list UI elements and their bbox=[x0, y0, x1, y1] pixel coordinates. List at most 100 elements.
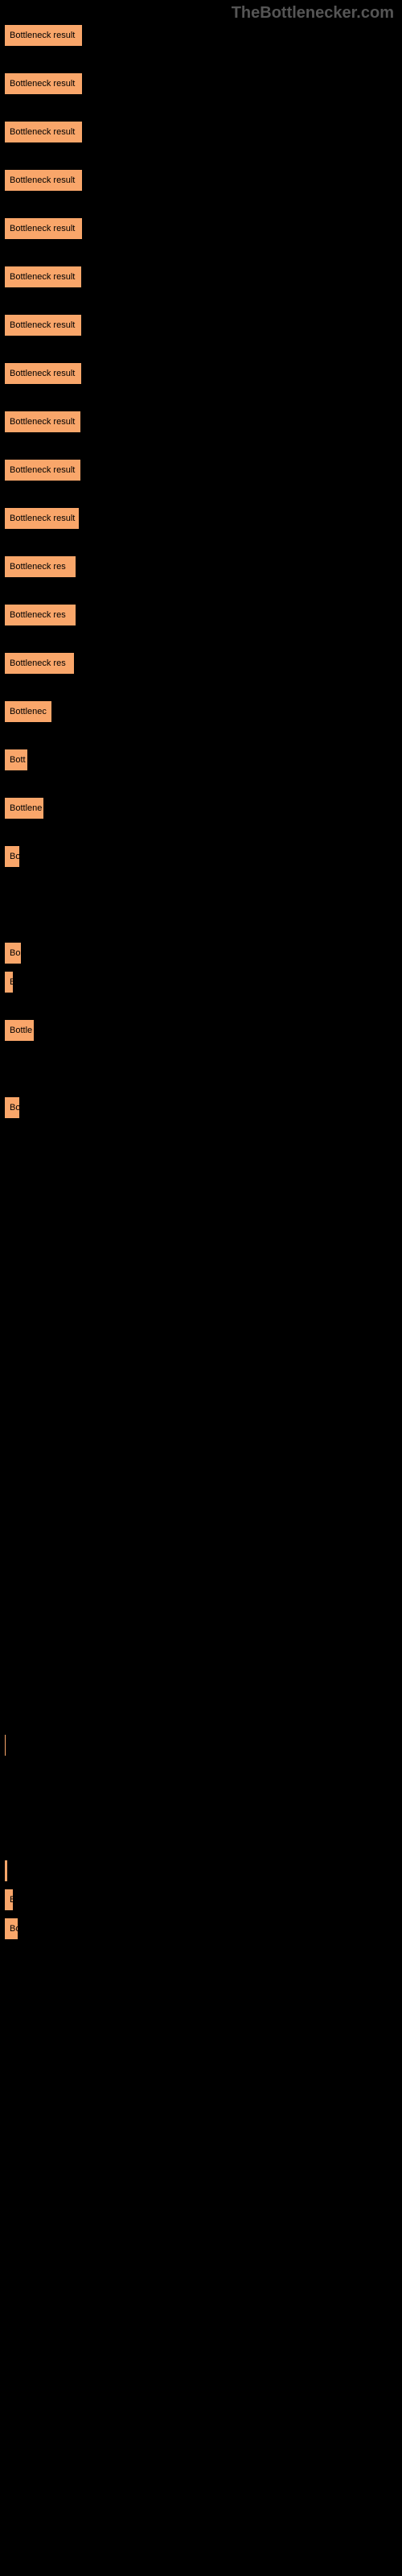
bar-row: Bottleneck result bbox=[4, 411, 398, 433]
bar-row: Bottleneck result bbox=[4, 266, 398, 288]
bar-row bbox=[4, 1222, 398, 1245]
gap-row bbox=[4, 1492, 398, 1512]
bar: Bottleneck res bbox=[4, 652, 75, 675]
gap-row bbox=[4, 343, 398, 362]
bar: Bottleneck result bbox=[4, 266, 82, 288]
gap-row bbox=[4, 874, 398, 894]
gap-row bbox=[4, 488, 398, 507]
bar-row: Bottle bbox=[4, 1019, 398, 1042]
bar-label: Bottleneck res bbox=[10, 562, 66, 572]
bar-label: Bottleneck result bbox=[10, 272, 75, 282]
bar-row bbox=[4, 1560, 398, 1583]
gap-row bbox=[4, 1125, 398, 1145]
gap-row bbox=[4, 1541, 398, 1560]
bar: Bo bbox=[4, 942, 22, 964]
gap-row bbox=[4, 584, 398, 604]
gap-row bbox=[4, 1299, 398, 1319]
bar-label: Bottleneck result bbox=[10, 127, 75, 137]
bar-row bbox=[4, 1512, 398, 1534]
bar-label: Bo bbox=[10, 852, 20, 861]
bar-label: Bottlene bbox=[10, 803, 42, 813]
gap-row bbox=[4, 246, 398, 266]
bar-row: Bottleneck result bbox=[4, 507, 398, 530]
bar: Bo bbox=[4, 845, 20, 868]
gap-row bbox=[4, 826, 398, 845]
bar: Bo bbox=[4, 1096, 20, 1119]
bar-row: Bottleneck result bbox=[4, 72, 398, 95]
bar bbox=[4, 1860, 8, 1882]
bar: Bottle bbox=[4, 1019, 35, 1042]
gap-row bbox=[4, 440, 398, 459]
bar-row: Bo bbox=[4, 1918, 398, 1940]
bar-row bbox=[4, 1782, 398, 1805]
gap-row bbox=[4, 1048, 398, 1067]
gap-row bbox=[4, 1348, 398, 1367]
bar-label: Bottleneck result bbox=[10, 514, 75, 523]
gap-row bbox=[4, 729, 398, 749]
gap-row bbox=[4, 1444, 398, 1463]
gap-row bbox=[4, 295, 398, 314]
gap-row bbox=[4, 1763, 398, 1782]
bar: Bott bbox=[4, 749, 28, 771]
bar-row: Bottleneck res bbox=[4, 555, 398, 578]
bar: B bbox=[4, 1889, 14, 1911]
gap-row bbox=[4, 633, 398, 652]
bar-row bbox=[4, 1319, 398, 1341]
watermark: TheBottlenecker.com bbox=[232, 4, 394, 23]
bar-label: Bottleneck res bbox=[10, 610, 66, 620]
gap-row bbox=[4, 1203, 398, 1222]
bar-row bbox=[4, 1367, 398, 1389]
bar-row: Bo bbox=[4, 1096, 398, 1119]
bar-label: Bottlenec bbox=[10, 707, 47, 716]
bar: Bottleneck result bbox=[4, 121, 83, 143]
bar: Bottlenec bbox=[4, 700, 52, 723]
bar: Bottleneck result bbox=[4, 362, 82, 385]
bar-label: Bottleneck result bbox=[10, 79, 75, 89]
bar-row bbox=[4, 1463, 398, 1486]
gap-row bbox=[4, 923, 398, 942]
gap-row bbox=[4, 1686, 398, 1705]
bar-row: Bo bbox=[4, 942, 398, 964]
bar-label: Bottleneck result bbox=[10, 320, 75, 330]
gap-row bbox=[4, 53, 398, 72]
gap-row bbox=[4, 681, 398, 700]
bar-label: B bbox=[10, 977, 15, 987]
bar-label: Bottleneck result bbox=[10, 31, 75, 40]
bar-label: Bottleneck result bbox=[10, 224, 75, 233]
bar-row: B bbox=[4, 971, 398, 993]
bar-label: Bottleneck result bbox=[10, 417, 75, 427]
gap-row bbox=[4, 1251, 398, 1270]
bar: Bo bbox=[4, 1918, 18, 1940]
bar: Bottleneck result bbox=[4, 217, 83, 240]
bar-row: Bo bbox=[4, 845, 398, 868]
bar-label: B bbox=[10, 1895, 15, 1905]
gap-row bbox=[4, 1811, 398, 1831]
bar-row: Bottleneck result bbox=[4, 217, 398, 240]
bar-label: Bo bbox=[10, 1103, 20, 1113]
bar-label: Bottleneck res bbox=[10, 658, 66, 668]
bar-row bbox=[4, 1270, 398, 1293]
bar: Bottleneck result bbox=[4, 411, 81, 433]
bar-label: Bottleneck result bbox=[10, 175, 75, 185]
bar-row: Bottleneck result bbox=[4, 314, 398, 336]
bar: Bottleneck result bbox=[4, 169, 83, 192]
bar-row bbox=[4, 1705, 398, 1728]
bar: Bottleneck result bbox=[4, 459, 81, 481]
bar-row bbox=[4, 1608, 398, 1631]
bar-row: Bott bbox=[4, 749, 398, 771]
gap-row bbox=[4, 101, 398, 121]
bar-row bbox=[4, 1860, 398, 1882]
bar-row bbox=[4, 1734, 398, 1757]
gap-row bbox=[4, 778, 398, 797]
bar-label: Bo bbox=[10, 1924, 20, 1934]
gap-row bbox=[4, 1396, 398, 1415]
bar-row: Bottleneck result bbox=[4, 169, 398, 192]
chart-container: Bottleneck result Bottleneck result Bottle… bbox=[0, 0, 402, 1951]
bar-row bbox=[4, 1067, 398, 1090]
bar-label: Bottleneck result bbox=[10, 369, 75, 378]
bar-row: Bottleneck result bbox=[4, 121, 398, 143]
bar: Bottleneck res bbox=[4, 555, 76, 578]
bar bbox=[4, 1734, 6, 1757]
bar: Bottleneck result bbox=[4, 24, 83, 47]
bar-row: Bottleneck res bbox=[4, 604, 398, 626]
